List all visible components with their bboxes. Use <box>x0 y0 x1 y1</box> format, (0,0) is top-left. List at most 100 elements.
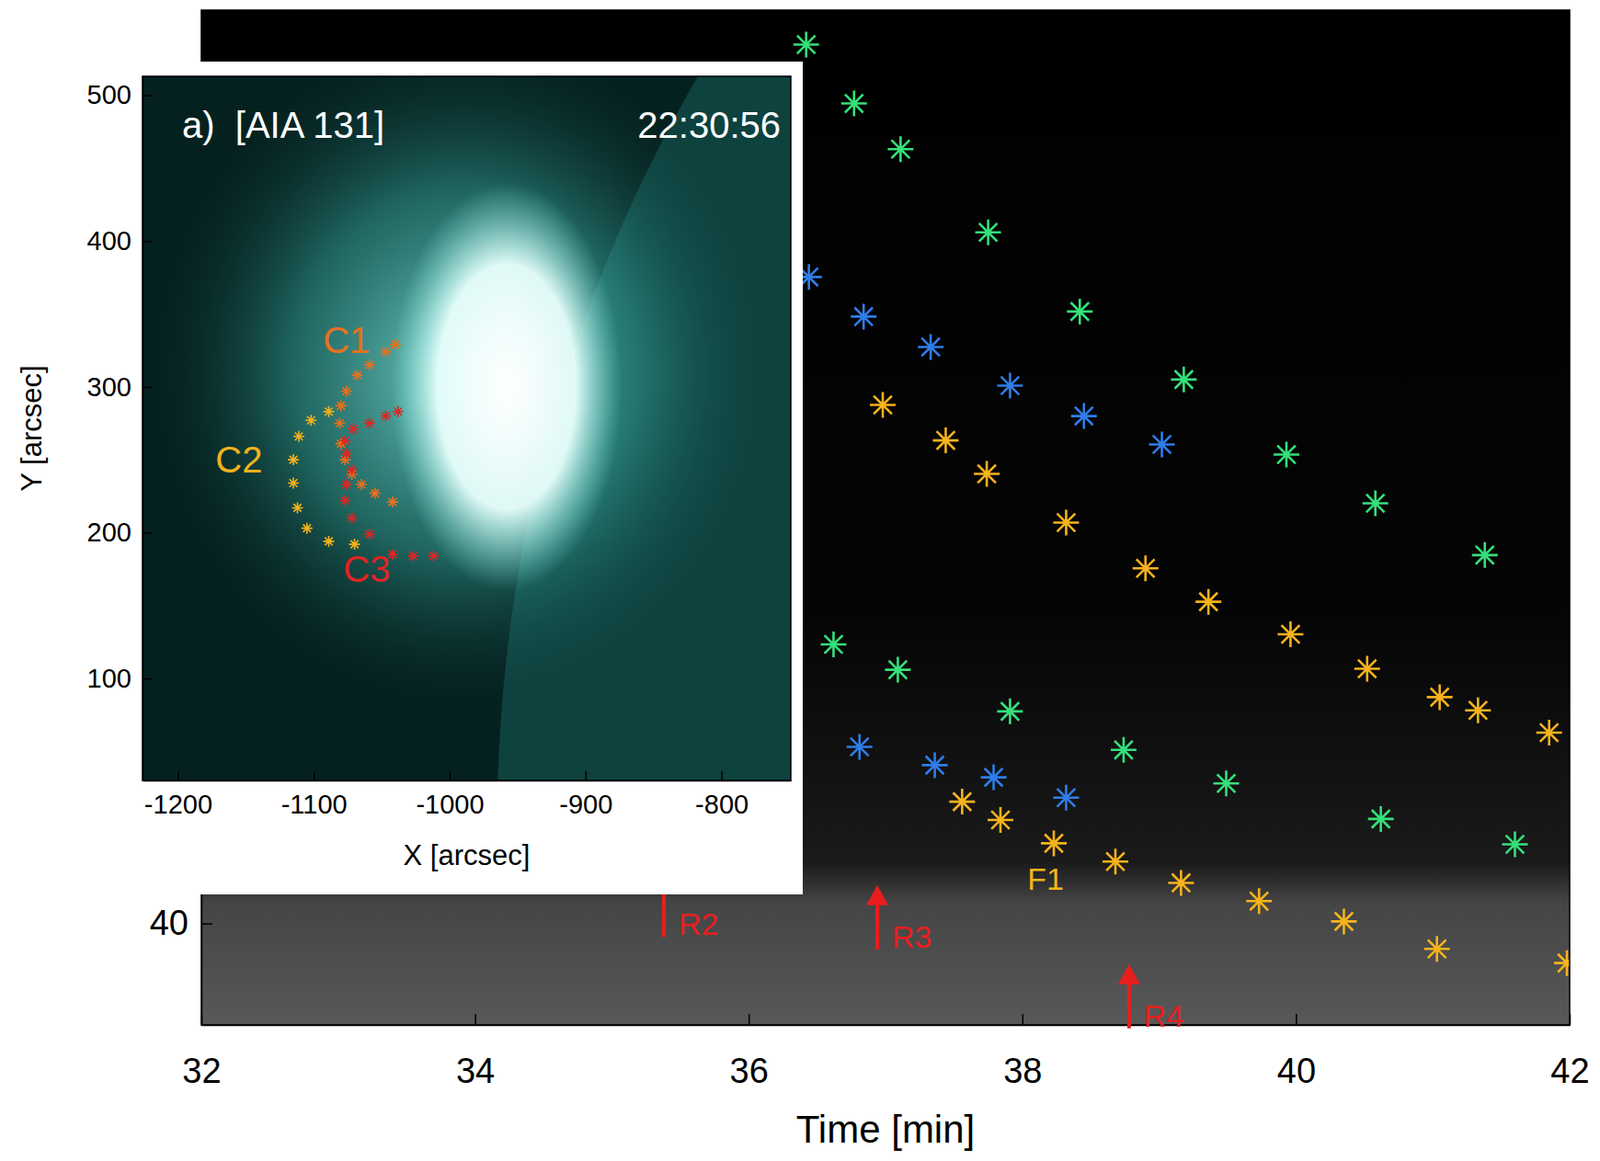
asterisk-marker <box>339 495 351 507</box>
asterisk-marker <box>1354 655 1381 682</box>
asterisk-marker <box>996 698 1023 725</box>
asterisk-marker <box>380 411 392 423</box>
figure: 32343638404240Time [min]F1R2R3R4-1200-11… <box>0 0 1600 1161</box>
asterisk-marker <box>1330 908 1357 935</box>
tick-mark <box>177 771 180 781</box>
asterisk-marker <box>335 400 347 412</box>
asterisk-marker <box>1167 869 1194 896</box>
asterisk-marker <box>1368 806 1395 833</box>
tick: 42 <box>1550 1014 1589 1091</box>
asterisk-marker <box>820 631 846 658</box>
asterisk-marker <box>287 477 299 489</box>
tick-mark <box>142 94 152 97</box>
corona-glow <box>150 76 777 709</box>
tick: 500 <box>87 80 152 110</box>
asterisk-marker <box>917 334 944 361</box>
asterisk-marker <box>389 339 401 351</box>
tick: 36 <box>730 1014 769 1091</box>
asterisk-marker <box>293 431 305 443</box>
asterisk-marker <box>364 417 376 429</box>
arrow-shaft <box>875 900 880 950</box>
tick-mark <box>142 240 152 243</box>
arrow-label: R2 <box>678 906 719 942</box>
panel-title: a) [AIA 131] <box>182 104 385 146</box>
asterisk-marker <box>341 386 353 398</box>
asterisk-marker <box>1071 403 1098 430</box>
arrow-label: R3 <box>891 919 932 955</box>
asterisk-marker <box>1464 697 1491 724</box>
tick: 400 <box>87 226 152 256</box>
tick-mark <box>313 771 316 781</box>
tick-mark <box>585 771 588 781</box>
asterisk-marker <box>1213 770 1240 797</box>
inset-chart: -1200-1100-1000-900-800100200300400500X … <box>0 0 1600 1161</box>
asterisk-marker <box>1273 442 1300 469</box>
curve-label: C1 <box>322 320 370 361</box>
tick-mark <box>1022 1014 1025 1026</box>
curve-label: C2 <box>215 439 263 480</box>
asterisk-marker <box>948 788 975 815</box>
tick: -1000 <box>415 771 484 820</box>
x-axis-title: X [arcsec] <box>403 839 531 872</box>
tick: -900 <box>559 771 613 820</box>
asterisk-marker <box>1110 737 1137 764</box>
asterisk-marker <box>793 32 820 58</box>
axis-line <box>142 77 145 782</box>
tick: 38 <box>1003 1014 1042 1091</box>
asterisk-marker <box>1066 298 1093 325</box>
curve-label: C3 <box>342 548 390 590</box>
annotation: F1 <box>1027 861 1064 897</box>
tick: 40 <box>1277 1014 1316 1091</box>
tick-label: -800 <box>695 789 749 820</box>
asterisk-marker <box>1170 366 1197 393</box>
asterisk-marker <box>1427 684 1453 710</box>
series <box>287 406 361 550</box>
asterisk-marker <box>407 550 419 562</box>
tick-label: 300 <box>87 372 132 402</box>
asterisk-marker <box>352 369 364 381</box>
axis: 100200300400500 <box>87 77 152 782</box>
tick-mark <box>142 387 152 389</box>
timestamp: 22:30:56 <box>637 104 781 146</box>
tick-label: -1000 <box>415 789 484 820</box>
tick-label: 34 <box>456 1051 495 1091</box>
arrow-shaft <box>1127 979 1132 1029</box>
tick-label: -900 <box>559 789 613 820</box>
series <box>333 339 401 508</box>
tick-mark <box>474 1014 477 1026</box>
asterisk-marker <box>841 91 868 117</box>
asterisk-marker <box>355 479 367 491</box>
series <box>796 263 1176 458</box>
asterisk-marker <box>884 657 911 684</box>
marks <box>793 32 1570 977</box>
asterisk-marker <box>922 752 949 778</box>
plot-frame <box>142 76 791 781</box>
tick-label: 500 <box>87 80 132 110</box>
arrow: R3 <box>866 885 932 955</box>
asterisk-marker <box>850 303 877 330</box>
asterisk-marker <box>887 136 914 162</box>
asterisk-marker <box>1501 831 1528 858</box>
asterisk-marker <box>369 488 381 500</box>
arrow-head <box>1118 964 1141 985</box>
asterisk-marker <box>1472 542 1498 569</box>
asterisk-marker <box>1132 555 1159 582</box>
asterisk-marker <box>932 427 959 454</box>
asterisk-marker <box>346 464 358 476</box>
tick: 34 <box>456 1014 495 1091</box>
tick-label: 100 <box>87 663 132 694</box>
asterisk-marker <box>291 502 303 514</box>
tick-label: 38 <box>1003 1051 1042 1091</box>
asterisk-marker <box>333 417 345 429</box>
asterisk-marker <box>1277 621 1303 648</box>
asterisk-marker <box>322 536 334 548</box>
arrow-label: R4 <box>1143 998 1184 1034</box>
y-axis-title: Y [arcsec] <box>15 365 48 492</box>
tick-mark <box>720 771 723 781</box>
tick-label: 40 <box>1277 1051 1316 1091</box>
solar-image <box>142 76 791 781</box>
asterisk-marker <box>341 448 353 460</box>
asterisk-marker <box>346 513 358 525</box>
tick-mark <box>1569 1014 1572 1026</box>
series <box>948 788 1570 977</box>
